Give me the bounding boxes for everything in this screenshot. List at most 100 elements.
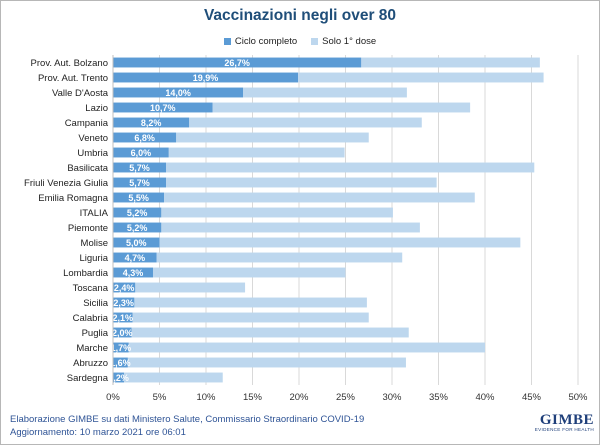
bar-solo-prima-dose	[152, 267, 346, 278]
x-tick-label: 35%	[429, 392, 449, 403]
data-label: 5,7%	[129, 163, 150, 173]
bar-solo-prima-dose	[189, 117, 422, 128]
category-label: Molise	[81, 238, 108, 249]
category-label: Sicilia	[83, 298, 109, 309]
bar-ciclo-completo	[113, 132, 177, 143]
footer-update: Aggiornamento: 10 marzo 2021 ore 06:01	[10, 427, 186, 438]
bar-ciclo-completo	[113, 177, 167, 188]
data-label: 26,7%	[224, 58, 250, 68]
category-label: Friuli Venezia Giulia	[24, 178, 109, 189]
bar-ciclo-completo	[113, 237, 160, 248]
bar-solo-prima-dose	[127, 357, 406, 368]
category-label: Campania	[65, 118, 109, 129]
logo-main-text: GIMBE	[539, 412, 594, 428]
category-label: Marche	[76, 343, 108, 354]
bar-ciclo-completo	[113, 297, 135, 308]
legend-item-solo-prima-dose: Solo 1° dose	[311, 36, 376, 47]
footer: Elaborazione GIMBE su dati Ministero Sal…	[10, 413, 364, 439]
data-label: 4,7%	[125, 253, 146, 263]
data-label: 4,3%	[123, 268, 144, 278]
bar-solo-prima-dose	[132, 312, 369, 323]
data-label: 1,7%	[111, 343, 132, 353]
data-label: 2,3%	[113, 298, 134, 308]
bar-solo-prima-dose	[161, 222, 420, 233]
bar-ciclo-completo	[113, 57, 362, 68]
category-label: Lazio	[85, 103, 108, 114]
x-tick-label: 30%	[382, 392, 402, 403]
bar-ciclo-completo	[113, 222, 162, 233]
category-label: Basilicata	[67, 163, 108, 174]
data-label: 10,7%	[150, 103, 176, 113]
data-label: 1,6%	[110, 358, 131, 368]
bar-solo-prima-dose	[131, 327, 409, 338]
chart-title: Vaccinazioni negli over 80	[203, 7, 397, 24]
bar-solo-prima-dose	[135, 282, 246, 293]
x-tick-label: 15%	[243, 392, 263, 403]
data-label: 2,4%	[114, 283, 135, 293]
bar-ciclo-completo	[113, 192, 165, 203]
legend-swatch-ciclo-completo	[223, 38, 231, 45]
bar-ciclo-completo	[113, 372, 125, 383]
bar-solo-prima-dose	[166, 177, 437, 188]
bar-solo-prima-dose	[176, 132, 369, 143]
bar-ciclo-completo	[113, 252, 157, 263]
bar-solo-prima-dose	[124, 372, 223, 383]
category-label: ITALIA	[80, 208, 109, 219]
footer-source: Elaborazione GIMBE su dati Ministero Sal…	[10, 414, 365, 425]
bar-solo-prima-dose	[128, 342, 485, 353]
data-label: 5,0%	[126, 238, 147, 248]
category-label: Prov. Aut. Bolzano	[31, 58, 108, 69]
bar-solo-prima-dose	[212, 102, 471, 113]
data-label: 5,2%	[127, 223, 148, 233]
category-label: Puglia	[82, 328, 109, 339]
bar-solo-prima-dose	[298, 72, 544, 83]
category-label: Umbria	[77, 148, 108, 159]
data-label: 2,0%	[112, 328, 133, 338]
x-tick-label: 50%	[568, 392, 588, 403]
bar-solo-prima-dose	[361, 57, 540, 68]
category-label: Calabria	[73, 313, 109, 324]
category-label: Piemonte	[68, 223, 108, 234]
bar-solo-prima-dose	[168, 147, 345, 158]
bar-ciclo-completo	[113, 312, 133, 323]
x-tick-label: 45%	[522, 392, 542, 403]
data-label: 5,7%	[129, 178, 150, 188]
data-label: 14,0%	[165, 88, 191, 98]
category-label: Veneto	[78, 133, 108, 144]
data-label: 8,2%	[141, 118, 162, 128]
gimbe-logo: GIMBE EVIDENCE FOR HEALTH	[516, 412, 594, 432]
data-label: 19,9%	[193, 73, 219, 83]
legend: Ciclo completo Solo 1° dose	[0, 36, 600, 47]
bar-solo-prima-dose	[166, 162, 535, 173]
bar-ciclo-completo	[113, 267, 153, 278]
legend-item-ciclo-completo: Ciclo completo	[223, 36, 298, 47]
legend-label-ciclo-completo: Ciclo completo	[234, 36, 298, 47]
bar-ciclo-completo	[113, 282, 136, 293]
category-label: Emilia Romagna	[38, 193, 108, 204]
bar-ciclo-completo	[113, 207, 162, 218]
bar-ciclo-completo	[113, 162, 167, 173]
bar-ciclo-completo	[113, 342, 129, 353]
bar-solo-prima-dose	[159, 237, 521, 248]
bar-solo-prima-dose	[161, 207, 393, 218]
category-label: Sardegna	[67, 373, 109, 384]
category-label: Abruzzo	[73, 358, 108, 369]
bar-ciclo-completo	[113, 72, 299, 83]
bar-solo-prima-dose	[134, 297, 367, 308]
bar-ciclo-completo	[113, 327, 132, 338]
category-label: Valle D'Aosta	[52, 88, 109, 99]
data-label: 5,5%	[128, 193, 149, 203]
bar-ciclo-completo	[113, 87, 244, 98]
category-label: Lombardia	[63, 268, 109, 279]
category-label: Toscana	[73, 283, 109, 294]
bar-ciclo-completo	[113, 117, 190, 128]
data-label: 6,8%	[134, 133, 155, 143]
bar-solo-prima-dose	[156, 252, 403, 263]
x-tick-label: 5%	[153, 392, 167, 403]
category-label: Prov. Aut. Trento	[38, 73, 108, 84]
legend-swatch-solo-prima-dose	[311, 38, 319, 45]
category-label: Liguria	[79, 253, 108, 264]
x-tick-label: 40%	[475, 392, 495, 403]
data-label: 2,1%	[113, 313, 134, 323]
